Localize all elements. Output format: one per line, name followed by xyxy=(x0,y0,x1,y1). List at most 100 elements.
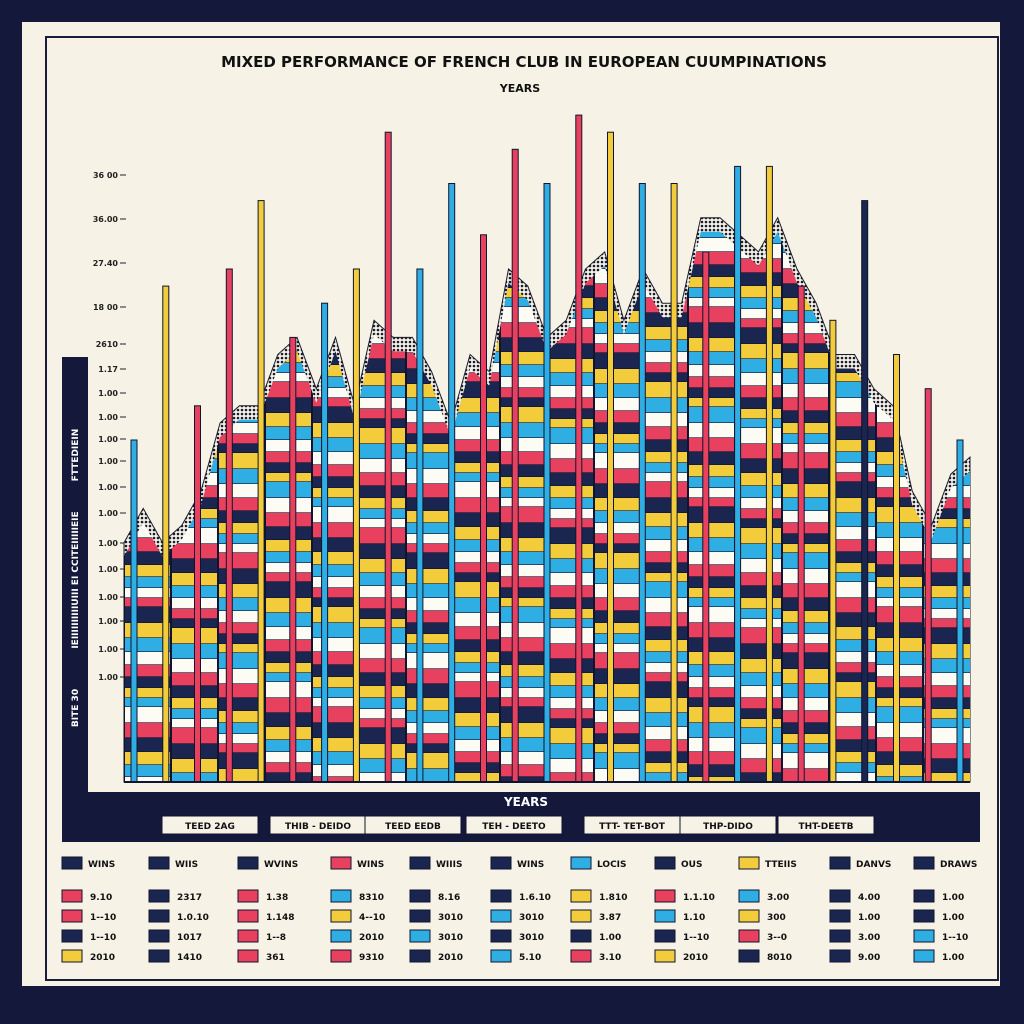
stripe-band xyxy=(923,109,971,119)
table-value: 8310 xyxy=(359,893,384,903)
stripe-band xyxy=(688,577,736,588)
stripe-band xyxy=(500,523,548,538)
y-tick-label: 1.00 xyxy=(98,435,118,444)
legend-swatch xyxy=(148,856,170,870)
stripe-band xyxy=(688,307,736,323)
stripe-band xyxy=(688,252,736,265)
stripe-band xyxy=(265,213,313,227)
stripe-band xyxy=(265,727,313,740)
stripe-band xyxy=(547,231,595,244)
stripe-band xyxy=(547,109,595,119)
stripe-band xyxy=(594,553,642,569)
stripe-band xyxy=(594,698,642,711)
table-swatch xyxy=(330,909,352,923)
stripe-band xyxy=(218,723,266,734)
stripe-band xyxy=(312,298,360,307)
stripe-band xyxy=(735,186,783,198)
stripe-band xyxy=(735,544,783,559)
stripe-band xyxy=(547,598,595,609)
stripe-band xyxy=(782,584,830,598)
stripe-band xyxy=(923,231,970,244)
table-value: 4--10 xyxy=(359,913,385,923)
y-axis-label: IEIIIIIIIIIIUIII EI CCITEIIIIIEIE xyxy=(71,511,81,648)
stripe-band xyxy=(453,698,501,713)
stripe-band xyxy=(782,144,830,153)
stripe-band xyxy=(829,752,877,763)
stripe-band xyxy=(782,198,830,211)
stripe-band xyxy=(641,398,689,413)
stripe-band xyxy=(547,473,595,486)
stripe-band xyxy=(453,440,501,452)
stripe-band xyxy=(735,559,783,573)
stripe-band xyxy=(406,144,454,153)
spike-bar xyxy=(734,165,742,783)
stripe-band xyxy=(829,452,877,463)
y-tick-label: 1.00 xyxy=(98,483,118,492)
stripe-band xyxy=(688,165,736,177)
stripe-band xyxy=(500,377,548,388)
spike-bar xyxy=(543,183,551,783)
stripe-band xyxy=(453,152,501,163)
stripe-band xyxy=(265,640,313,652)
stripe-band xyxy=(594,198,642,211)
stripe-band xyxy=(265,652,313,663)
stripe-band xyxy=(782,623,830,634)
stripe-band xyxy=(312,552,360,565)
stripe-band xyxy=(265,582,313,598)
stripe-band xyxy=(453,427,501,440)
stripe-band xyxy=(171,286,219,298)
stripe-band xyxy=(876,123,924,138)
stripe-band xyxy=(641,613,689,627)
table-swatch xyxy=(61,929,83,943)
stripe-band xyxy=(547,528,595,544)
stripe-band xyxy=(312,207,360,223)
stripe-band xyxy=(265,198,313,213)
stripe-band xyxy=(312,688,360,698)
y-tick-label: 1.00 xyxy=(98,617,118,626)
stripe-band xyxy=(829,113,877,127)
stripe-band xyxy=(782,384,830,398)
table-swatch xyxy=(490,909,512,923)
stripe-band xyxy=(359,119,407,128)
stripe-band xyxy=(688,538,736,552)
stripe-band xyxy=(782,684,830,698)
stripe-band xyxy=(500,488,548,498)
stripe-band xyxy=(265,627,313,640)
stripe-band xyxy=(453,627,501,640)
stripe-band xyxy=(312,107,360,123)
stripe-band xyxy=(782,498,830,511)
stripe-band xyxy=(923,598,970,609)
stripe-band xyxy=(641,98,689,113)
table-value: 3010 xyxy=(438,933,463,943)
stripe-band xyxy=(829,673,877,682)
stripe-band xyxy=(641,340,689,352)
stripe-band xyxy=(547,573,595,586)
stripe-band xyxy=(923,709,970,719)
stripe-band xyxy=(265,498,313,513)
stripe-band xyxy=(406,234,454,244)
stripe-band xyxy=(265,373,313,382)
stripe-band xyxy=(218,423,266,434)
stripe-band xyxy=(735,198,783,209)
side-label-bottom: BITE 30 xyxy=(71,689,81,727)
stripe-band xyxy=(923,119,971,128)
stripe-band xyxy=(359,598,407,609)
stripe-band xyxy=(265,263,313,273)
stripe-band xyxy=(688,277,736,288)
stripe-band xyxy=(923,719,970,728)
stripe-band xyxy=(265,740,313,752)
stripe-band xyxy=(735,628,783,644)
stripe-band xyxy=(406,434,454,444)
y-tick-label: 1.00 xyxy=(98,539,118,548)
stripe-band xyxy=(547,186,595,198)
stripe-band xyxy=(406,598,454,611)
table-swatch xyxy=(409,949,431,963)
stripe-band xyxy=(594,134,642,144)
stripe-band xyxy=(171,319,219,328)
spike-bar xyxy=(893,354,900,783)
stripe-band xyxy=(735,709,783,719)
stripe-band xyxy=(594,444,642,453)
stripe-band xyxy=(547,128,595,144)
stripe-band xyxy=(312,98,360,107)
stripe-band xyxy=(171,328,219,344)
